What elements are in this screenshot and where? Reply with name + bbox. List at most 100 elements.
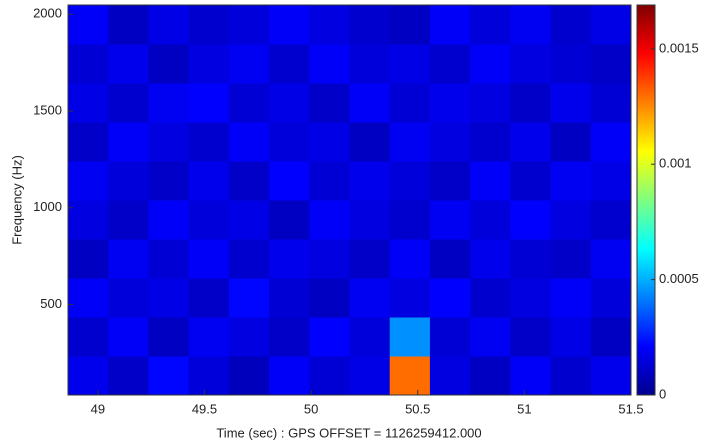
heatmap-cell (68, 356, 109, 396)
heatmap-cell (590, 356, 632, 396)
heatmap-cell (389, 161, 431, 201)
heatmap-cell (550, 200, 592, 240)
y-tick-label: 1000 (33, 199, 62, 214)
heatmap-cell (108, 200, 149, 240)
heatmap-cell (550, 44, 592, 84)
heatmap-cell (309, 239, 350, 279)
heatmap-cell (309, 278, 350, 318)
heatmap-cell (429, 44, 471, 84)
heatmap-cell (590, 161, 632, 201)
heatmap-cell (68, 200, 109, 240)
heatmap-cell (269, 161, 310, 201)
x-tick-label: 50.5 (405, 401, 430, 416)
heatmap-cell (309, 161, 350, 201)
y-tick-label: 2000 (33, 6, 62, 21)
heatmap-cell (389, 317, 431, 357)
heatmap-cell (510, 278, 552, 318)
heatmap-cell (550, 122, 592, 162)
heatmap-cell (228, 239, 270, 279)
heatmap-cell (269, 44, 310, 84)
heatmap-cell (389, 5, 431, 45)
heatmap-cell (68, 278, 109, 318)
heatmap-cell (108, 161, 149, 201)
colorbar-tick-label: 0.0005 (659, 271, 699, 286)
heatmap-cell (269, 200, 310, 240)
heatmap-cell (590, 200, 632, 240)
heatmap-cell (349, 356, 391, 396)
heatmap-cell (269, 122, 310, 162)
heatmap-cell (429, 278, 471, 318)
plot-frame (67, 4, 632, 396)
heatmap-cell (188, 122, 230, 162)
heatmap-cell (590, 5, 632, 45)
heatmap-cell (188, 161, 230, 201)
heatmap-cell (228, 161, 270, 201)
heatmap-cell (68, 161, 109, 201)
heatmap-cell (269, 317, 310, 357)
heatmap-cell (470, 200, 511, 240)
heatmap-cell (349, 200, 391, 240)
heatmap-cell (349, 122, 391, 162)
colorbar-tick-label: 0.0015 (659, 40, 699, 55)
heatmap-cell (590, 44, 632, 84)
heatmap-cell (188, 83, 230, 123)
heatmap-cell (148, 239, 190, 279)
heatmap-cell (188, 44, 230, 84)
heatmap-cell (590, 239, 632, 279)
heatmap-cell (550, 239, 592, 279)
heatmap-cell (148, 122, 190, 162)
heatmap-cell (228, 356, 270, 396)
heatmap-cell (188, 200, 230, 240)
heatmap-cell (228, 317, 270, 357)
heatmap-cell (429, 83, 471, 123)
heatmap-cell (68, 317, 109, 357)
heatmap-cell (470, 239, 511, 279)
heatmap-cell (389, 239, 431, 279)
heatmap-cell (108, 83, 149, 123)
heatmap-cell (590, 83, 632, 123)
x-tick-label: 51 (517, 401, 531, 416)
heatmap-cell (68, 83, 109, 123)
heatmap-cell (309, 122, 350, 162)
heatmap-cell (68, 44, 109, 84)
heatmap-cell (510, 5, 552, 45)
colorbar-tick-label: 0.001 (659, 156, 692, 171)
heatmap-cell (148, 83, 190, 123)
heatmap-cell (510, 356, 552, 396)
heatmap-cell (148, 356, 190, 396)
heatmap-cell (550, 317, 592, 357)
heatmap-cell (510, 122, 552, 162)
heatmap-cell (389, 200, 431, 240)
heatmap-cell (429, 317, 471, 357)
x-axis-label: Time (sec) : GPS OFFSET = 1126259412.000 (216, 425, 481, 440)
heatmap-cell (108, 278, 149, 318)
heatmap-cell (228, 278, 270, 318)
heatmap-cell (510, 239, 552, 279)
heatmap-cell (510, 317, 552, 357)
heatmap-cell (470, 317, 511, 357)
heatmap-cells (68, 5, 632, 396)
heatmap-cell (68, 122, 109, 162)
heatmap-cell (228, 44, 270, 84)
heatmap-cell (108, 239, 149, 279)
heatmap-cell (188, 356, 230, 396)
heatmap-cell (550, 356, 592, 396)
heatmap-cell (148, 200, 190, 240)
heatmap-cell (510, 44, 552, 84)
heatmap-cell (429, 356, 471, 396)
heatmap-cell (470, 161, 511, 201)
heatmap-cell (108, 122, 149, 162)
heatmap-cell (269, 83, 310, 123)
heatmap-cell (590, 278, 632, 318)
heatmap-cell (108, 44, 149, 84)
heatmap-cell (429, 161, 471, 201)
heatmap-cell (389, 122, 431, 162)
heatmap-cell (148, 5, 190, 45)
heatmap-cell (108, 317, 149, 357)
heatmap-cell (349, 44, 391, 84)
x-tick-label: 50 (304, 401, 318, 416)
heatmap-cell (429, 5, 471, 45)
heatmap-cell (429, 239, 471, 279)
heatmap-cell (389, 356, 431, 396)
